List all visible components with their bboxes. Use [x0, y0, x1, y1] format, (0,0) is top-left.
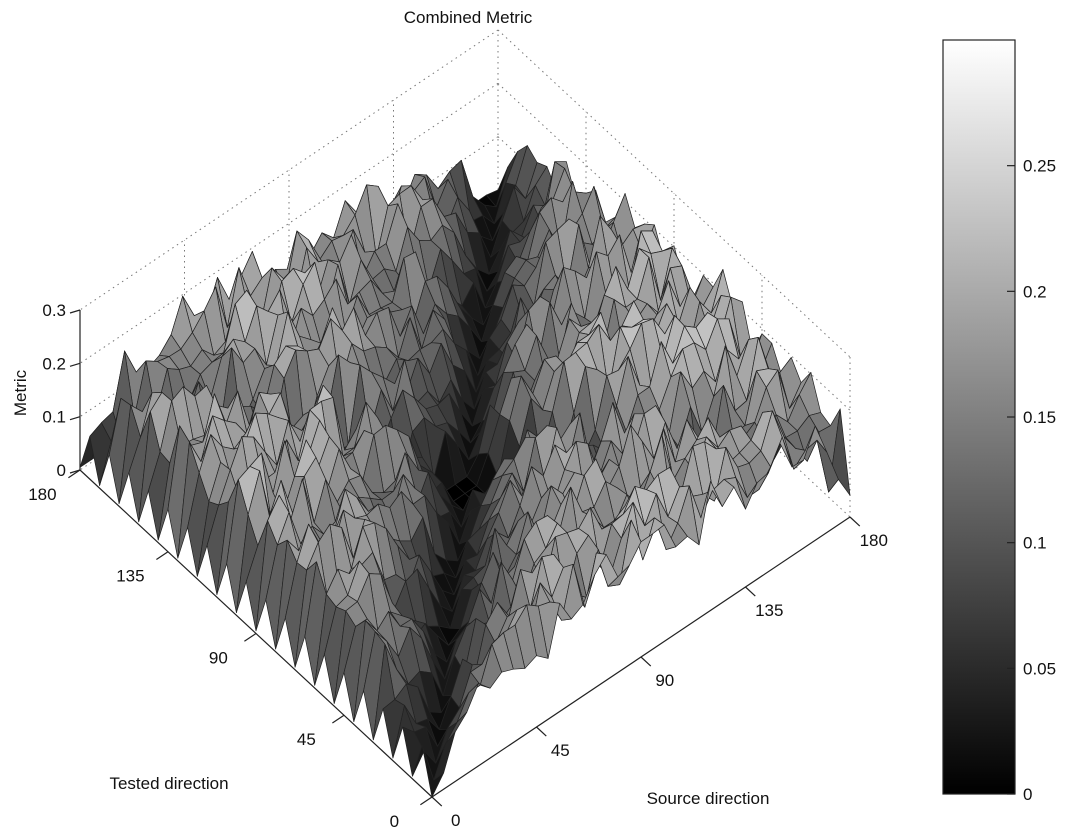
z-tick-label: 0	[57, 461, 66, 480]
z-tick-mark	[69, 309, 81, 314]
z-tick-label: 0.1	[42, 408, 66, 427]
y-axis-label: Tested direction	[109, 774, 228, 793]
y-tick-mark	[68, 469, 81, 479]
z-tick-mark	[69, 362, 81, 367]
surface-mesh	[79, 145, 851, 798]
y-tick-label: 180	[28, 485, 56, 504]
z-axis-label: Metric	[11, 369, 30, 416]
x-tick-label: 45	[551, 741, 570, 760]
surface-face	[421, 744, 444, 798]
y-tick-label: 135	[116, 567, 144, 586]
colorbar: 0 0.05 0.1 0.15 0.2 0.25	[942, 39, 1056, 804]
colorbar-tick-label: 0.15	[1023, 408, 1056, 427]
grid-line-back-left-3	[79, 29, 499, 311]
y-tick-mark	[156, 551, 169, 561]
y-tick-mark	[332, 714, 345, 724]
z-tick-label: 0.3	[42, 301, 66, 320]
colorbar-gradient	[942, 39, 1016, 795]
x-tick-mark	[640, 656, 652, 667]
y-tick-mark	[244, 633, 257, 642]
x-tick-mark	[745, 586, 756, 597]
x-tick-label: 90	[655, 671, 674, 690]
z-tick-label: 0.2	[42, 354, 66, 373]
x-tick-mark	[849, 516, 861, 527]
x-tick-mark	[536, 726, 547, 737]
x-tick-label: 180	[860, 531, 888, 550]
y-tick-label: 0	[390, 812, 399, 830]
x-tick-mark	[431, 796, 443, 807]
z-tick-mark	[69, 469, 81, 474]
colorbar-tick-label: 0	[1023, 785, 1032, 804]
grid-line-back-left-2	[79, 82, 499, 364]
colorbar-tick-label: 0.05	[1023, 659, 1056, 678]
chart-title: Combined Metric	[404, 8, 533, 27]
z-tick-mark	[69, 416, 81, 421]
y-tick-mark	[420, 796, 433, 806]
y-tick-label: 90	[209, 648, 228, 667]
colorbar-tick-label: 0.1	[1023, 534, 1047, 553]
y-tick-label: 45	[297, 730, 316, 749]
colorbar-tick-label: 0.2	[1023, 282, 1047, 301]
x-tick-label: 135	[755, 601, 783, 620]
x-axis-label: Source direction	[647, 789, 770, 808]
colorbar-tick-label: 0.25	[1023, 157, 1056, 176]
x-tick-label: 0	[451, 811, 460, 830]
